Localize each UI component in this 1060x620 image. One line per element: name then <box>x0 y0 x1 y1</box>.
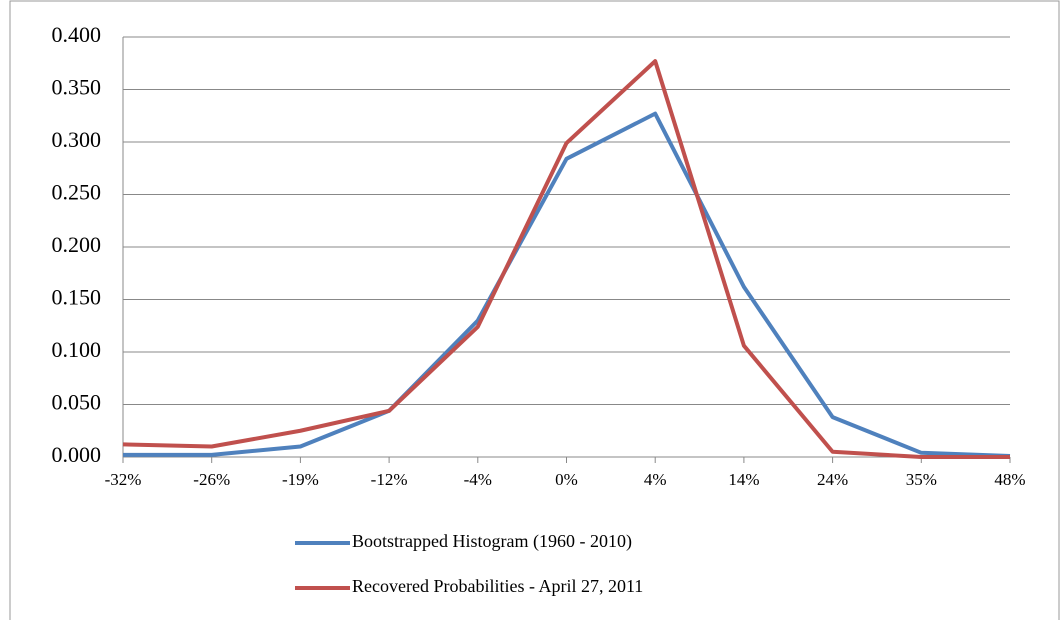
y-tick-label: 0.300 <box>52 127 102 152</box>
x-tick-label: 4% <box>644 470 667 489</box>
x-tick-label: -19% <box>282 470 319 489</box>
y-tick-label: 0.000 <box>52 442 102 467</box>
series-line <box>122 59 1010 459</box>
chart-border <box>9 0 1060 620</box>
y-tick-label: 0.200 <box>52 232 102 257</box>
y-tick-label: 0.150 <box>52 285 102 310</box>
x-tick-label: -32% <box>105 470 142 489</box>
x-tick-label: 24% <box>817 470 848 489</box>
series-line <box>123 111 1011 458</box>
x-tick-label: -12% <box>371 470 408 489</box>
y-tick-label: 0.100 <box>52 337 102 362</box>
x-tick-label: -26% <box>193 470 230 489</box>
y-tick-label: 0.350 <box>52 75 102 100</box>
legend-label: Bootstrapped Histogram (1960 - 2010) <box>352 531 632 552</box>
x-tick-label: 14% <box>728 470 759 489</box>
legend-label: Recovered Probabilities - April 27, 2011 <box>352 576 643 596</box>
y-tick-label: 0.400 <box>52 22 102 47</box>
y-tick-label: 0.050 <box>52 390 102 415</box>
x-tick-label: -4% <box>464 470 492 489</box>
y-tick-label: 0.250 <box>52 180 102 205</box>
x-tick-label: 35% <box>906 470 937 489</box>
x-tick-label: 48% <box>994 470 1025 489</box>
x-tick-label: 0% <box>555 470 578 489</box>
